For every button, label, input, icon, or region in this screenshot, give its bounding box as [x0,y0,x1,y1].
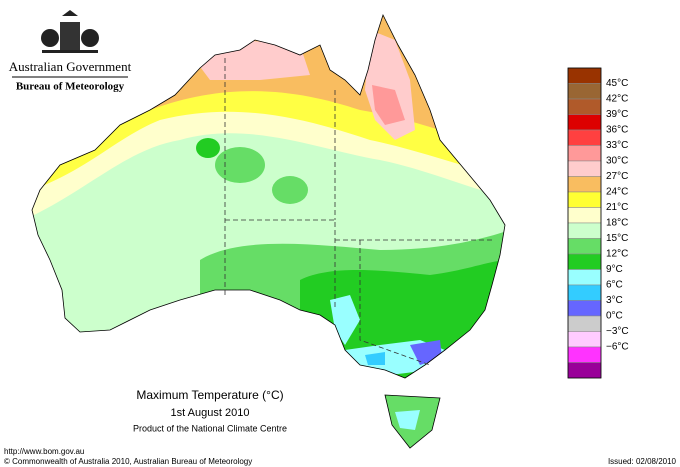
legend-label: 42°C [606,94,628,105]
legend-swatch [567,98,602,115]
legend-swatch [567,346,602,363]
legend-label: 3°C [606,295,623,306]
legend-swatch [567,331,602,348]
coastline [31,13,506,379]
legend-swatch [567,129,602,146]
footer-url: http://www.bom.gov.au [4,447,84,456]
header-subtitle: Bureau of Meteorology [16,81,125,93]
state-borders [224,58,495,366]
legend-label: 30°C [606,156,628,167]
legend: 45°C 42°C 39°C 36°C 33°C 30°C 27°C 24°C 21°C 18°C… [567,67,629,379]
legend-swatch [567,300,602,317]
legend-swatch [567,160,602,177]
legend-label: 21°C [606,202,628,213]
legend-swatch [567,238,602,255]
legend-label: 45°C [606,78,628,89]
legend-swatch [567,67,602,84]
legend-swatch [567,222,602,239]
legend-label: 18°C [606,218,628,229]
legend-label: 9°C [606,264,623,275]
legend-swatch [567,114,602,131]
tasmania-cold [395,410,420,430]
legend-swatch [567,253,602,270]
legend-swatch [567,362,602,379]
legend-label: 24°C [606,187,628,198]
legend-label: 39°C [606,109,628,120]
legend-swatch [567,284,602,301]
header-title: Australian Government [9,59,132,74]
legend-label: 36°C [606,125,628,136]
legend-label: 33°C [606,140,628,151]
legend-swatch [567,315,602,332]
crest [41,10,99,53]
legend-label: 15°C [606,233,628,244]
legend-swatch [567,191,602,208]
footer-issued: Issued: 02/08/2010 [608,457,677,466]
legend-swatch [567,207,602,224]
legend-swatch [567,176,602,193]
map-date: 1st August 2010 [171,407,250,419]
legend-label: 12°C [606,249,628,260]
legend-label: −3°C [606,326,629,337]
legend-swatch [567,269,602,286]
legend-frame [567,67,602,379]
legend-label: 27°C [606,171,628,182]
map-product: Product of the National Climate Centre [133,423,287,433]
footer-copyright: © Commonwealth of Australia 2010, Austra… [4,457,252,466]
legend-swatch [567,83,602,100]
legend-label: −6°C [606,342,629,353]
legend-swatch [567,145,602,162]
legend-label: 6°C [606,280,623,291]
map-title: Maximum Temperature (°C) [136,388,283,402]
legend-label: 0°C [606,311,623,322]
